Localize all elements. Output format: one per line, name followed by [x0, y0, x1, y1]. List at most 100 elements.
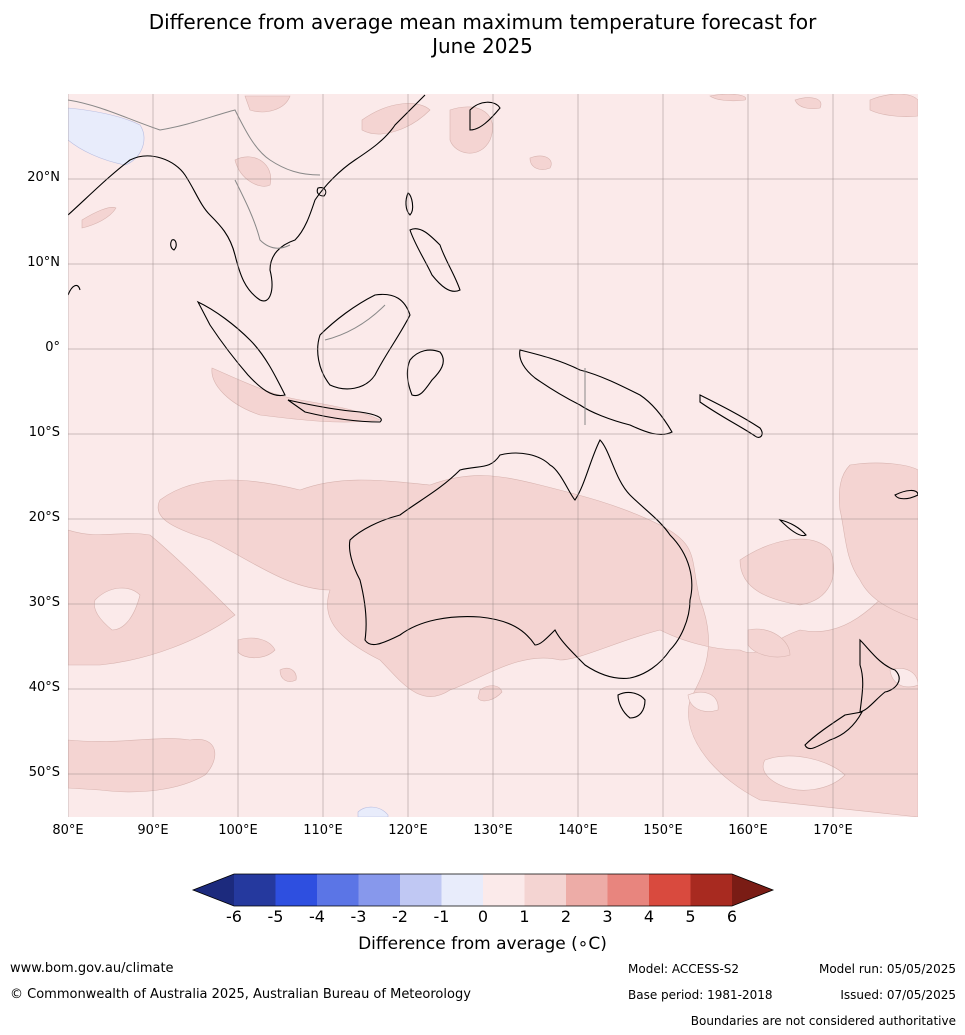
colorbar-under-arrow: [193, 874, 234, 906]
anomaly-minus-1-0-regions: [68, 107, 389, 817]
anomaly-region-coral-sea: [739, 538, 834, 606]
colorbar-tick: -4: [309, 907, 325, 926]
lon-label-130e: 130°E: [473, 823, 513, 838]
colorbar-segment: [441, 874, 484, 906]
colorbar-tick: 3: [602, 907, 613, 926]
anomaly-hole-southern: [762, 755, 846, 791]
model-run-date: Model run: 05/05/2025: [818, 962, 956, 976]
graticule: [68, 94, 918, 817]
colorbar-segment: [317, 874, 359, 906]
coast-tasmania: [617, 691, 646, 719]
model-name: Model: ACCESS-S2: [628, 962, 740, 976]
title-line-1: Difference from average mean maximum tem…: [148, 10, 817, 34]
lat-label-equator: 0°: [45, 340, 60, 355]
colorbar-segment: [400, 874, 442, 906]
lat-label-50s: 50°S: [28, 765, 60, 780]
map-panel: [68, 94, 918, 817]
anomaly-region-north-3: [794, 97, 822, 110]
colorbar-segment: [607, 874, 650, 906]
colorbar-tick: -5: [267, 907, 284, 926]
coast-new-zealand-north: [859, 638, 900, 713]
lon-label-100e: 100°E: [218, 823, 258, 838]
coast-sumatra: [196, 300, 286, 397]
colorbar-tick: -2: [392, 907, 408, 926]
colorbar-tick: 5: [685, 907, 696, 926]
national-boundaries: [68, 99, 586, 425]
anomaly-region-australia: [157, 475, 918, 817]
colorbar-tick: 0: [477, 907, 489, 926]
colorbar-segment: [358, 874, 401, 906]
anomaly-region-tasman: [747, 628, 791, 658]
colorbar-tick: -6: [226, 907, 242, 926]
colorbar-tick: 2: [560, 907, 572, 926]
lat-label-40s: 40°S: [28, 680, 60, 695]
anomaly-region-north-4: [244, 95, 291, 113]
anomaly-region-small-2: [477, 685, 503, 702]
colorbar-segment: [275, 874, 318, 906]
lon-label-120e: 120°E: [388, 823, 428, 838]
boundary-borneo: [324, 304, 386, 341]
coastlines: [68, 94, 918, 750]
anomaly-region-java-sea: [211, 367, 382, 423]
anomaly-region-philippine: [529, 155, 552, 170]
colorbar-outline: [191, 873, 775, 907]
anomaly-region-east-china: [361, 103, 431, 135]
colorbar-tick: -3: [350, 907, 367, 926]
anomaly-region-small: [279, 668, 297, 682]
lon-label-160e: 160°E: [728, 823, 768, 838]
lon-label-140e: 140°E: [558, 823, 598, 838]
map-title: Difference from average mean maximum tem…: [0, 10, 965, 58]
anomaly-region-east-pacific: [839, 462, 918, 621]
lon-label-150e: 150°E: [643, 823, 683, 838]
anomaly-region-west-indian-ocean: [68, 529, 236, 666]
anomaly-hole-tasman: [687, 691, 719, 712]
lat-label-10s: 10°S: [28, 425, 60, 440]
colorbar-segment: [234, 874, 276, 906]
anomaly-region-southern-ocean-west: [68, 738, 216, 793]
coast-philippines: [409, 228, 461, 292]
colorbar-tick: -1: [433, 907, 450, 926]
lat-label-10n: 10°N: [27, 255, 60, 270]
colorbar-segment: [483, 874, 525, 906]
coast-india-east: [68, 284, 81, 296]
colorbar-over-arrow: [732, 874, 773, 906]
lat-label-20n: 20°N: [27, 170, 60, 185]
anomaly-region-north-2: [709, 94, 747, 102]
anomaly-hole-indian-ocean: [94, 587, 141, 631]
anomaly-cool-south: [357, 806, 389, 817]
coast-borneo: [317, 293, 411, 390]
coast-taiwan: [405, 192, 414, 216]
anomaly-cool-himalaya: [68, 107, 145, 166]
website-link[interactable]: www.bom.gov.au/climate: [10, 961, 174, 976]
lat-label-20s: 20°S: [28, 510, 60, 525]
colorbar-tick: 1: [519, 907, 530, 926]
coast-japan: [469, 101, 501, 131]
colorbar-segment: [566, 874, 608, 906]
boundary-indochina: [234, 179, 291, 249]
colorbar-tick: 6: [726, 907, 738, 926]
coast-new-zealand-south: [804, 711, 864, 750]
colorbar: [191, 873, 775, 907]
lon-label-80e: 80°E: [52, 823, 84, 838]
coast-asia-mainland: [68, 94, 426, 302]
anomaly-region-north-east: [869, 94, 918, 117]
copyright-text: © Commonwealth of Australia 2025, Austra…: [10, 987, 471, 1002]
boundary-disclaimer: Boundaries are not considered authoritat…: [690, 1014, 956, 1028]
anomaly-0-1-holes: [94, 587, 918, 791]
colorbar-segment: [649, 874, 691, 906]
lon-label-170e: 170°E: [813, 823, 853, 838]
title-line-2: June 2025: [432, 34, 533, 58]
lon-label-90e: 90°E: [137, 823, 169, 838]
boundary-asia: [68, 99, 321, 176]
colorbar-segment: [690, 874, 733, 906]
lon-label-110e: 110°E: [303, 823, 343, 838]
coast-fiji: [894, 489, 918, 500]
anomaly-region-indian-ocean-small: [237, 637, 276, 659]
coast-sri-lanka: [170, 239, 177, 251]
issued-date: Issued: 07/05/2025: [840, 988, 956, 1002]
coast-sulawesi: [406, 349, 444, 397]
colorbar-tick: 4: [643, 907, 655, 926]
coast-solomons: [699, 394, 763, 438]
colorbar-label: Difference from average (∘C): [358, 934, 607, 954]
